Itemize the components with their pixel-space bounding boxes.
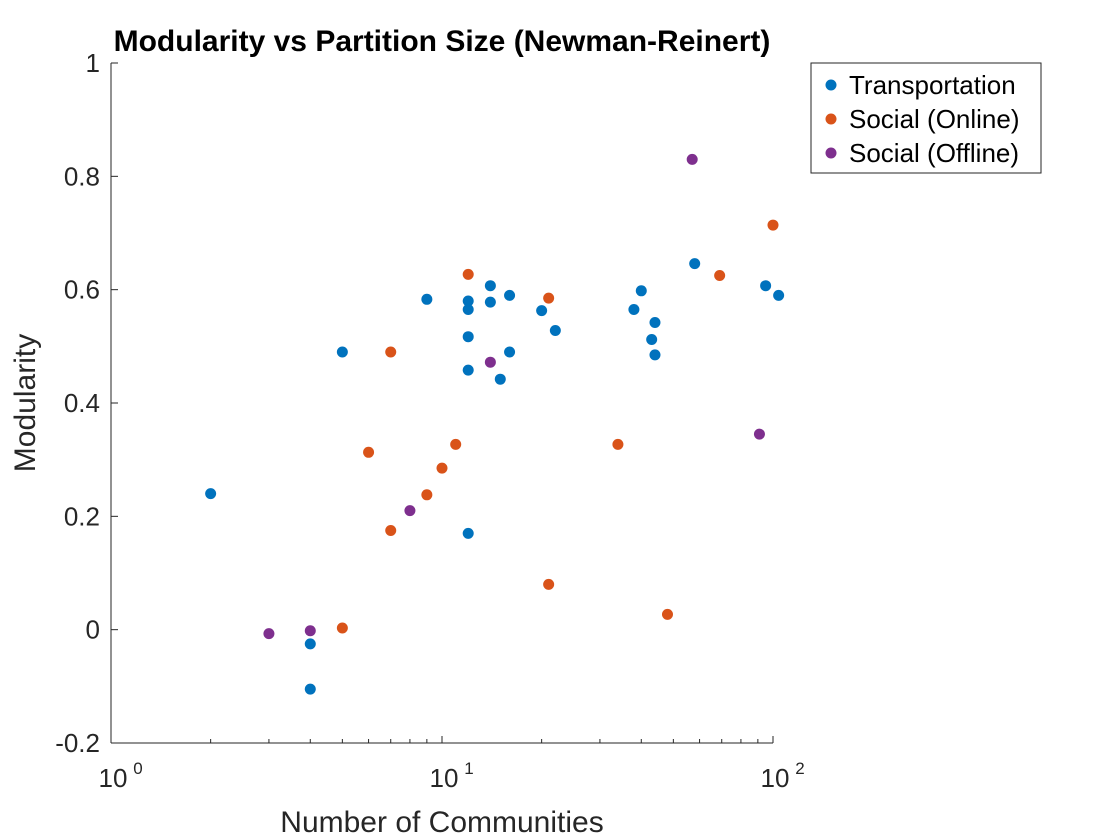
data-point <box>549 324 561 336</box>
legend: Transportation Social (Online) Social (Off… <box>810 62 1042 174</box>
data-point <box>462 527 474 539</box>
data-point <box>714 270 726 281</box>
data-point <box>304 625 316 637</box>
data-point <box>263 628 275 640</box>
legend-label: Social (Online) <box>849 104 1020 134</box>
series-1 <box>336 219 779 634</box>
tick-labels: -0.2 0 0.2 0.4 0.6 0.8 1 10 0 10 1 10 2 <box>55 48 805 793</box>
data-point <box>450 438 462 450</box>
data-point <box>767 219 779 231</box>
data-point <box>773 289 785 301</box>
data-point <box>628 304 640 315</box>
data-point <box>494 373 506 385</box>
data-point <box>462 304 474 315</box>
data-point <box>753 428 765 440</box>
data-point <box>484 356 496 368</box>
series-0 <box>205 258 785 695</box>
y-tick-label: 1 <box>86 48 100 78</box>
data-point <box>686 153 698 165</box>
legend-marker <box>825 113 837 125</box>
y-axis-label: Modularity <box>9 334 42 472</box>
y-tick-label: 0 <box>86 615 100 645</box>
legend-label: Transportation <box>849 70 1016 100</box>
data-point <box>543 578 555 590</box>
data-point <box>504 346 516 358</box>
y-tick-label: 0.8 <box>64 161 100 191</box>
x-tick-label: 10 <box>761 763 790 793</box>
data-point <box>536 305 548 317</box>
data-point <box>635 285 647 297</box>
x-tick-exponent: 2 <box>795 759 804 778</box>
data-point <box>543 292 555 304</box>
data-point <box>649 349 661 361</box>
data-point <box>661 608 673 620</box>
chart-title: Modularity vs Partition Size (Newman-Rei… <box>114 25 771 58</box>
y-tick-label: 0.4 <box>64 388 100 418</box>
data-point <box>304 638 316 650</box>
x-tick-exponent: 0 <box>133 759 142 778</box>
data-point <box>649 317 661 329</box>
x-tick-exponent: 1 <box>464 759 473 778</box>
legend-box <box>810 62 1042 174</box>
data-point <box>462 331 474 343</box>
x-tick-label: 10 <box>99 763 128 793</box>
legend-label: Social (Offline) <box>849 138 1019 168</box>
data-point <box>484 296 496 308</box>
data-point <box>462 364 474 376</box>
y-tick-label: -0.2 <box>55 728 100 758</box>
data-point <box>421 489 433 501</box>
data-point <box>421 293 433 305</box>
series-2 <box>263 153 765 640</box>
data-point <box>205 488 217 500</box>
data-point <box>336 346 348 358</box>
data-point <box>689 258 701 270</box>
data-point <box>646 334 658 346</box>
plot-area <box>111 63 773 743</box>
x-tick-label: 10 <box>430 763 459 793</box>
data-point <box>484 280 496 292</box>
data-point <box>336 622 348 634</box>
data-points <box>205 153 785 695</box>
data-point <box>612 438 624 450</box>
data-point <box>462 295 474 307</box>
data-point <box>385 525 397 536</box>
data-point <box>363 446 375 458</box>
y-tick-label: 0.2 <box>64 501 100 531</box>
legend-marker <box>825 79 837 91</box>
data-point <box>304 683 316 695</box>
data-point <box>404 505 416 517</box>
data-point <box>504 289 516 301</box>
data-point <box>760 280 772 292</box>
data-point <box>462 268 474 280</box>
data-point <box>436 462 448 474</box>
legend-marker <box>825 147 837 159</box>
x-axis-label: Number of Communities <box>280 806 603 839</box>
axes <box>110 62 774 744</box>
data-point <box>385 346 397 358</box>
y-tick-label: 0.6 <box>64 275 100 305</box>
